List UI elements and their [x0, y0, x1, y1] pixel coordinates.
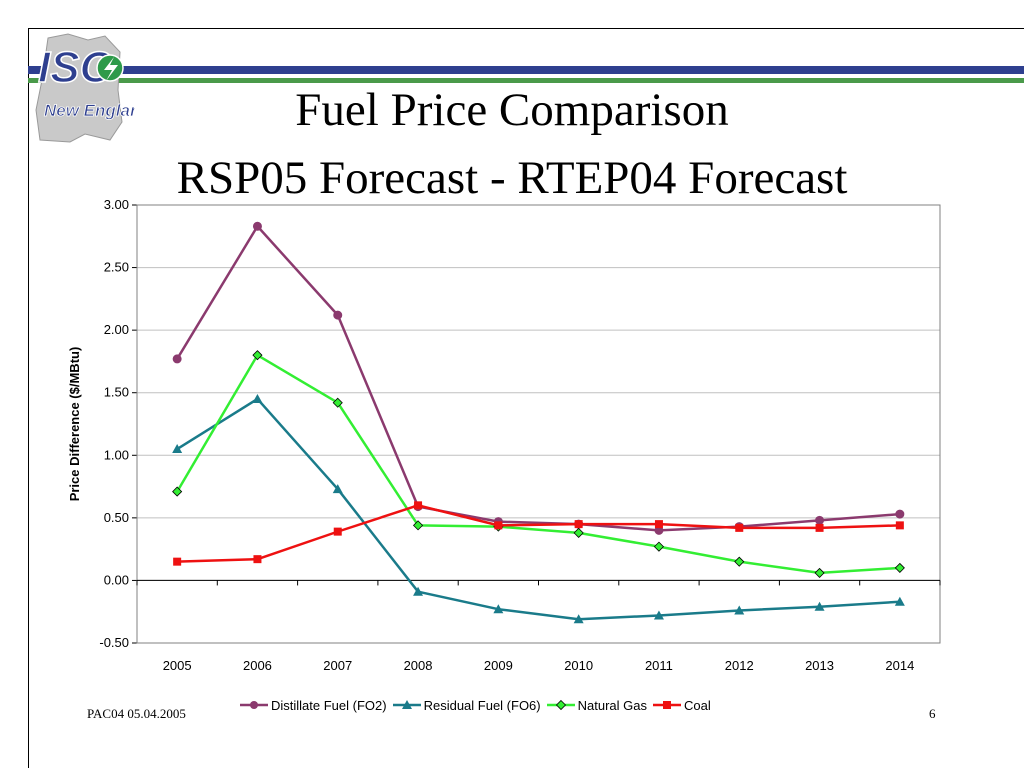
data-point	[654, 520, 663, 529]
x-tick-label: 2010	[564, 658, 593, 673]
data-point	[173, 557, 182, 566]
legend-item: Distillate Fuel (FO2)	[240, 698, 387, 713]
data-point	[734, 605, 745, 615]
x-tick-label: 2008	[404, 658, 433, 673]
x-tick-label: 2011	[645, 658, 673, 673]
y-tick-label: 2.50	[104, 260, 129, 275]
slide-frame-top	[28, 28, 1024, 29]
data-point	[252, 350, 263, 361]
x-tick-label: 2005	[163, 658, 192, 673]
data-point	[734, 556, 745, 567]
page-number: 6	[929, 706, 936, 721]
x-tick-label: 2006	[243, 658, 272, 673]
iso-new-england-logo: ISO New England	[35, 33, 135, 143]
data-point	[894, 562, 905, 573]
legend-swatch	[653, 701, 681, 709]
header-band-green	[28, 78, 1024, 83]
y-tick-label: 3.00	[104, 197, 129, 212]
header-band-blue	[28, 66, 1024, 74]
footer-date: PAC04 05.04.2005	[87, 706, 186, 721]
y-axis-label: Price Difference ($/MBtu)	[67, 347, 82, 502]
data-point	[574, 520, 583, 529]
data-point	[252, 221, 262, 231]
data-point	[332, 484, 343, 494]
legend-label: Distillate Fuel (FO2)	[271, 697, 387, 713]
data-point	[332, 397, 343, 408]
y-tick-label: 1.00	[104, 447, 129, 462]
legend-label: Natural Gas	[577, 697, 647, 713]
svg-text:New England: New England	[44, 101, 135, 120]
legend-swatch	[240, 701, 268, 709]
data-point	[413, 586, 424, 596]
legend-item: Natural Gas	[546, 697, 647, 713]
data-point	[253, 555, 262, 564]
data-point	[895, 509, 905, 519]
series-line-1	[176, 397, 900, 621]
data-point	[894, 596, 905, 606]
data-point	[414, 501, 423, 510]
data-point	[333, 310, 343, 320]
y-tick-label: 0.00	[104, 572, 129, 587]
x-tick-label: 2012	[725, 658, 754, 673]
legend-item: Residual Fuel (FO6)	[392, 697, 541, 713]
legend-label: Residual Fuel (FO6)	[423, 697, 541, 713]
data-point	[573, 614, 584, 624]
y-tick-label: -0.50	[99, 635, 129, 650]
x-tick-label: 2007	[323, 658, 352, 673]
legend-swatch	[392, 700, 421, 709]
x-tick-label: 2014	[885, 658, 914, 673]
slide-title-line2: RSP05 Forecast - RTEP04 Forecast	[176, 152, 848, 204]
data-point	[814, 567, 825, 578]
data-point	[412, 520, 424, 531]
data-point	[172, 444, 183, 454]
data-point	[895, 521, 904, 530]
y-tick-label: 0.50	[104, 510, 129, 525]
data-point	[573, 527, 584, 538]
data-point	[252, 393, 263, 403]
y-tick-label: 1.50	[104, 385, 129, 400]
data-point	[815, 523, 824, 532]
x-tick-label: 2013	[805, 658, 834, 673]
y-tick-label: 2.00	[104, 322, 129, 337]
data-point	[815, 515, 825, 525]
data-point	[814, 601, 825, 611]
slide-title-line1: Fuel Price Comparison	[295, 84, 729, 136]
legend-label: Coal	[684, 697, 711, 713]
legend-item: Coal	[653, 698, 711, 713]
data-point	[493, 604, 504, 614]
series-line-2	[176, 353, 900, 575]
data-point	[653, 610, 664, 620]
data-point	[172, 354, 182, 364]
data-point	[333, 527, 342, 536]
data-point	[494, 521, 503, 530]
x-tick-label: 2009	[484, 658, 513, 673]
slide-frame-left	[28, 28, 29, 768]
series-line-0	[176, 225, 900, 532]
data-point	[735, 523, 744, 532]
plot-area-border	[136, 204, 941, 644]
legend-swatch	[546, 699, 575, 711]
chart-legend: Distillate Fuel (FO2) Residual Fuel (FO6)…	[240, 697, 717, 713]
data-point	[172, 486, 183, 497]
data-point	[653, 541, 665, 552]
series-line-3	[177, 504, 900, 563]
